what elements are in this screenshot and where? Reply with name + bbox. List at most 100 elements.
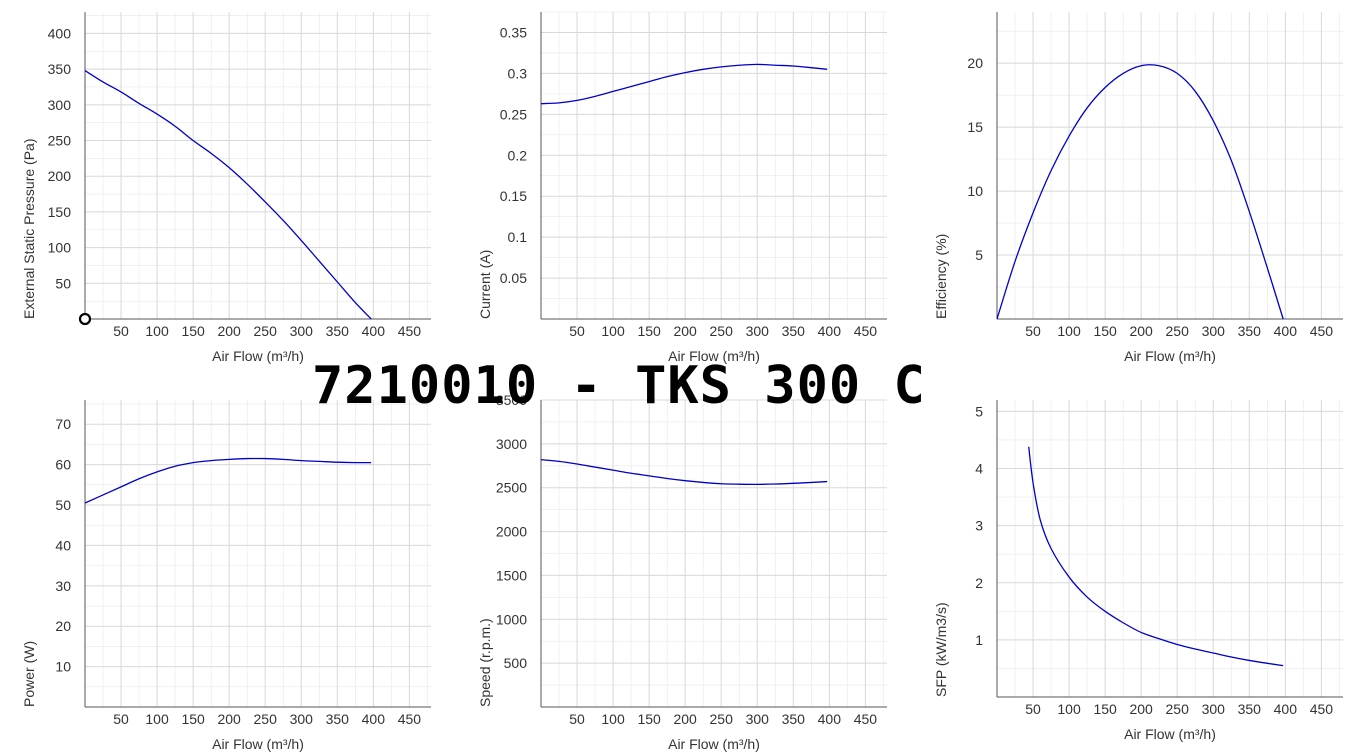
y-tick-label: 0.35 [500,24,527,40]
y-tick-label: 4 [975,461,983,477]
x-tick-label: 350 [1238,701,1262,717]
x-axis-label: Air Flow (m³/h) [1124,726,1216,742]
x-tick-label: 400 [818,323,842,339]
x-tick-label: 450 [854,323,878,339]
chart-panel-4: 50 100 150 200 250 300 350 400 450 10 20 30 40 50 60 70… [21,400,431,752]
x-tick-label: 250 [710,711,734,727]
y-tick-label: 0.2 [508,147,528,163]
x-tick-label: 100 [145,323,169,339]
y-tick-label: 15 [967,119,983,135]
x-axis-label: Air Flow (m³/h) [668,736,760,752]
x-tick-label: 150 [181,323,205,339]
y-axis-label: External Static Pressure (Pa) [21,138,37,319]
y-tick-label: 300 [48,97,72,113]
y-tick-label: 0.1 [508,229,528,245]
x-tick-label: 350 [1238,323,1262,339]
series-line [540,458,828,486]
y-tick-label: 150 [48,204,72,220]
y-tick-label: 10 [55,659,71,675]
x-tick-label: 300 [290,323,314,339]
x-tick-label: 150 [1093,701,1117,717]
y-tick-label: 20 [55,618,71,634]
x-tick-label: 400 [362,711,386,727]
x-tick-label: 100 [145,711,169,727]
y-tick-label: 60 [55,457,71,473]
x-tick-label: 250 [1166,323,1190,339]
x-tick-label: 450 [398,711,422,727]
y-axis-label: Efficiency (%) [933,234,949,319]
x-tick-label: 50 [1025,323,1041,339]
y-axis-label: Speed (r.p.m.) [477,618,493,707]
y-tick-label: 5 [975,403,983,419]
y-tick-label: 250 [48,133,72,149]
x-tick-label: 100 [601,323,625,339]
x-tick-label: 300 [290,711,314,727]
x-tick-label: 400 [818,711,842,727]
x-tick-label: 50 [113,711,129,727]
y-tick-label: 1000 [496,611,527,627]
x-tick-label: 100 [1057,701,1081,717]
x-tick-label: 450 [398,323,422,339]
x-tick-label: 400 [362,323,386,339]
x-tick-label: 300 [746,323,770,339]
y-tick-label: 0.3 [508,65,528,81]
x-tick-label: 400 [1274,701,1298,717]
y-tick-label: 70 [55,416,71,432]
y-tick-label: 1500 [496,567,527,583]
y-tick-label: 0.15 [500,188,527,204]
y-tick-label: 0.05 [500,270,527,286]
x-tick-label: 200 [217,323,241,339]
x-tick-label: 450 [1310,701,1334,717]
y-tick-label: 20 [967,55,983,71]
y-axis-label: Current (A) [477,250,493,319]
x-tick-label: 200 [1129,701,1153,717]
x-tick-label: 350 [782,711,806,727]
y-tick-label: 3 [975,518,983,534]
series-line [996,64,1284,320]
y-tick-label: 30 [55,578,71,594]
series-line [84,69,372,320]
y-tick-label: 400 [48,25,72,41]
x-tick-label: 250 [254,323,278,339]
x-tick-label: 300 [1202,323,1226,339]
y-tick-label: 0.25 [500,106,527,122]
chart-panel-5: 50 100 150 200 250 300 350 400 450 500 1000 1500 200… [477,392,887,752]
chart-panel-6: 50 100 150 200 250 300 350 400 450 1 2 3 4 5 Air Flow … [933,400,1343,742]
y-tick-label: 3500 [496,392,527,408]
y-tick-label: 50 [55,275,71,291]
x-tick-label: 300 [746,711,770,727]
x-tick-label: 450 [854,711,878,727]
y-axis-label: SFP (kW/m3/s) [933,602,949,697]
x-tick-label: 250 [254,711,278,727]
chart-panel-2: 50 100 150 200 250 300 350 400 450 0.05 0.1 0.15 0.2… [477,11,887,364]
x-tick-label: 100 [1057,323,1081,339]
x-tick-label: 100 [601,711,625,727]
y-tick-label: 2 [975,575,983,591]
x-axis-label: Air Flow (m³/h) [668,348,760,364]
x-tick-label: 200 [1129,323,1153,339]
x-tick-label: 50 [569,323,585,339]
series-line [1028,446,1284,667]
x-tick-label: 150 [637,323,661,339]
y-tick-label: 100 [48,240,72,256]
x-tick-label: 400 [1274,323,1298,339]
product-title: 7210010 - TKS 300 C [312,356,926,416]
x-tick-label: 50 [569,711,585,727]
x-tick-label: 200 [673,323,697,339]
x-tick-label: 250 [710,323,734,339]
x-tick-label: 50 [113,323,129,339]
series-line [540,63,828,105]
y-tick-label: 40 [55,537,71,553]
x-tick-label: 150 [1093,323,1117,339]
x-tick-label: 150 [637,711,661,727]
x-tick-label: 200 [673,711,697,727]
x-tick-label: 200 [217,711,241,727]
x-axis-label: Air Flow (m³/h) [212,736,304,752]
chart-panel-3: 50 100 150 200 250 300 350 400 450 5 10 15 20 Air Flo… [933,12,1343,364]
operating-point-marker [78,312,92,326]
x-tick-label: 350 [326,711,350,727]
series-line [84,457,372,504]
y-tick-label: 50 [55,497,71,513]
y-tick-label: 350 [48,61,72,77]
x-tick-label: 450 [1310,323,1334,339]
